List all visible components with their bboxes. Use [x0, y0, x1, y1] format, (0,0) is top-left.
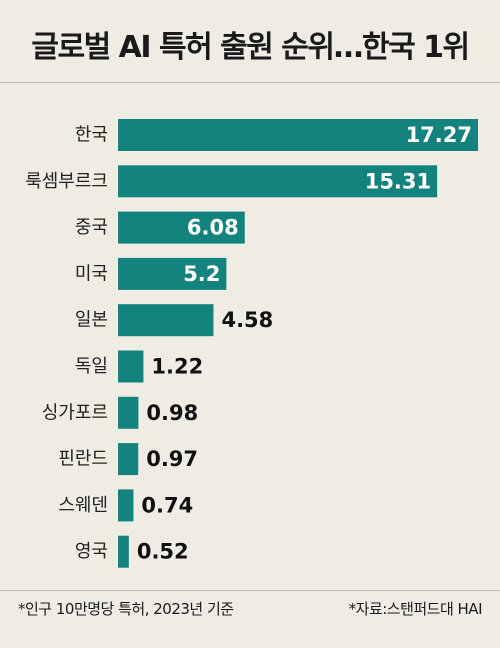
value-label: 4.58: [221, 308, 273, 332]
bar: [118, 350, 144, 383]
value-label: 1.22: [151, 355, 203, 379]
bar: [118, 396, 139, 429]
category-label: 중국: [75, 217, 108, 238]
category-label: 일본: [75, 310, 108, 331]
bottom-divider: [0, 590, 500, 591]
category-label: 영국: [75, 541, 108, 562]
category-label: 룩셈부르크: [25, 171, 108, 192]
bar: [118, 119, 478, 151]
category-label: 미국: [75, 263, 108, 284]
chart-title: 글로벌 AI 특허 출원 순위…한국 1위: [31, 30, 470, 65]
category-label: 한국: [75, 125, 108, 146]
category-label: 스웨덴: [58, 495, 108, 516]
footnote-source: *자료:스탠퍼드대 HAI: [348, 600, 483, 618]
value-label: 5.2: [183, 262, 220, 286]
category-label: 싱가포르: [42, 402, 108, 423]
value-label: 17.27: [406, 123, 472, 147]
bar: [118, 211, 245, 244]
bar: [118, 304, 214, 337]
value-label: 0.74: [141, 493, 193, 517]
value-label: 6.08: [187, 216, 239, 240]
value-label: 0.52: [137, 540, 189, 564]
category-label: 독일: [75, 356, 108, 377]
bar: [118, 257, 227, 290]
category-label: 핀란드: [58, 449, 108, 470]
bar: [118, 443, 139, 476]
bar: [118, 489, 134, 522]
bar: [118, 165, 438, 198]
top-divider: [0, 82, 500, 83]
bar-chart: 한국 17.27 룩셈부르크 15.31 중국 6.08 미국 5.2 일본 4.58 독일 1.22…: [25, 119, 478, 568]
value-label: 15.31: [365, 169, 431, 193]
value-label: 0.98: [146, 401, 198, 425]
footnote-unit: *인구 10만명당 특허, 2023년 기준: [18, 600, 234, 618]
value-label: 0.97: [146, 447, 198, 471]
bar: [118, 535, 129, 568]
